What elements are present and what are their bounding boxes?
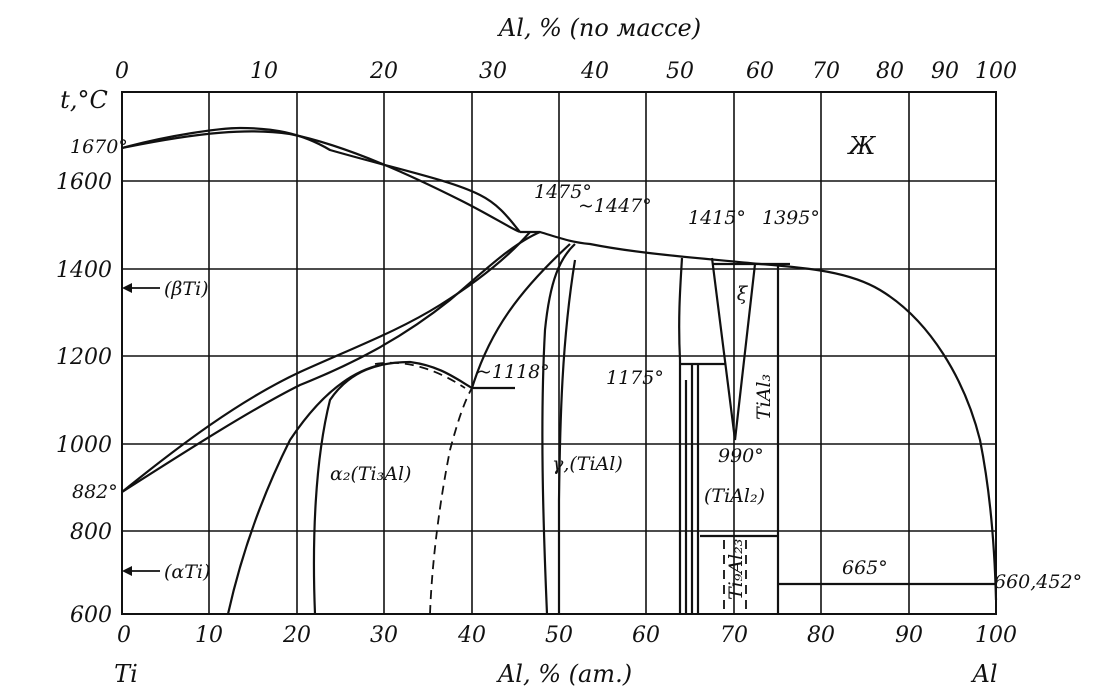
- alpha-alpha2-boundary: [226, 363, 381, 615]
- top-tick-label: 100: [975, 59, 1017, 84]
- temp-1118-label: ~1118°: [476, 361, 550, 383]
- bottom-tick-label: 20: [282, 623, 311, 648]
- xi-phase-boundary: [710, 257, 757, 441]
- alpha2-dashed-top: [374, 361, 466, 389]
- top-tick-label: 80: [876, 59, 904, 84]
- y-tick-label: 600: [70, 603, 112, 628]
- tial3-phase-label: TiAl₃: [753, 374, 775, 420]
- gamma-left-boundary: [541, 243, 576, 615]
- bottom-tick-label: 60: [632, 623, 660, 648]
- bottom-tick-label: 0: [117, 623, 131, 648]
- top-tick-label: 60: [746, 59, 774, 84]
- top-tick-label: 10: [250, 59, 278, 84]
- top-tick-label: 70: [812, 59, 840, 84]
- bottom-tick-label: 80: [807, 623, 835, 648]
- temp-1670-label: 1670°: [70, 136, 128, 158]
- temp-1175-label: 1175°: [606, 367, 664, 389]
- y-axis-title: t,°C: [60, 86, 108, 114]
- liquidus-al-side: [520, 230, 998, 601]
- top-tick-label: 90: [931, 59, 959, 84]
- y-tick-label: 1400: [56, 258, 112, 283]
- beta-transus-lower: [121, 230, 541, 493]
- temp-1447-label: ~1447°: [578, 195, 652, 217]
- arrows: [122, 283, 160, 576]
- xi-phase-label: ξ: [737, 283, 749, 305]
- tial2-phase-label: (TiAl₂): [704, 485, 765, 507]
- liquidus-ti-side: [121, 126, 521, 233]
- top-axis-title: Al, % (по массе): [497, 14, 701, 42]
- beta-ti-label: (βTi): [164, 278, 209, 300]
- gamma-phase-label: γ,(TiAl): [552, 453, 623, 475]
- temp-882-label: 882°: [72, 481, 118, 503]
- top-tick-label: 40: [580, 59, 609, 84]
- top-tick-label: 50: [666, 59, 694, 84]
- alpha2-dashed-boundary: [429, 387, 473, 615]
- top-tick-labels: 0 10 20 30 40 50 60 70 80 90 100: [115, 59, 1017, 84]
- ti9al23-phase-label: Ti₉Al₂₃: [725, 539, 747, 600]
- y-tick-label: 800: [70, 520, 112, 545]
- element-al-label: Al: [970, 660, 997, 688]
- y-tick-label: 1200: [56, 345, 112, 370]
- alpha2-left-boundary: [312, 360, 473, 615]
- bottom-axis-title: Al, % (am.): [496, 660, 632, 688]
- alpha-ti-arrowhead: [122, 566, 132, 576]
- temp-1395-label: 1395°: [762, 207, 820, 229]
- bottom-tick-label: 40: [457, 623, 486, 648]
- bottom-tick-label: 30: [370, 623, 398, 648]
- bottom-tick-label: 90: [895, 623, 923, 648]
- y-tick-label: 1000: [56, 433, 112, 458]
- dashed-boundaries: [374, 361, 747, 615]
- bottom-tick-label: 100: [975, 623, 1017, 648]
- beta-transus-upper: [121, 231, 531, 493]
- temp-660-label: 660,452°: [994, 571, 1082, 593]
- temp-665-label: 665°: [842, 557, 888, 579]
- phase-labels: Ж (βTi) (αTi) α₂(Ti₃Al) γ,(TiAl) (TiAl₂)…: [164, 132, 877, 600]
- phase-boundaries: [121, 126, 998, 615]
- y-tick-label: 1600: [56, 170, 112, 195]
- top-tick-label: 20: [369, 59, 398, 84]
- alpha2-phase-label: α₂(Ti₃Al): [330, 463, 411, 485]
- liquid-phase-label: Ж: [847, 132, 877, 160]
- y-tick-labels: 600 800 1000 1200 1400 1600: [56, 170, 112, 628]
- element-ti-label: Ti: [114, 660, 138, 688]
- beta-ti-arrowhead: [122, 283, 132, 293]
- temp-990-label: 990°: [718, 445, 764, 467]
- top-tick-label: 0: [115, 59, 129, 84]
- bottom-tick-label: 10: [195, 623, 223, 648]
- tial2-region-left: [678, 257, 684, 614]
- solidus-beta-upper: [121, 130, 521, 234]
- temperature-annotations: 1670° 882° 1475° ~1447° 1415° 1395° ~111…: [70, 136, 1082, 593]
- bottom-tick-label: 50: [545, 623, 573, 648]
- bottom-tick-label: 70: [720, 623, 748, 648]
- temp-1475-label: 1475°: [534, 181, 592, 203]
- temp-1415-label: 1415°: [688, 207, 746, 229]
- alpha2-gamma-boundary: [470, 243, 571, 389]
- bottom-tick-labels: 0 10 20 30 40 50 60 70 80 90 100: [117, 623, 1017, 648]
- alpha-ti-label: (αTi): [164, 561, 210, 583]
- top-tick-label: 30: [479, 59, 507, 84]
- gamma-right-boundary: [557, 259, 577, 614]
